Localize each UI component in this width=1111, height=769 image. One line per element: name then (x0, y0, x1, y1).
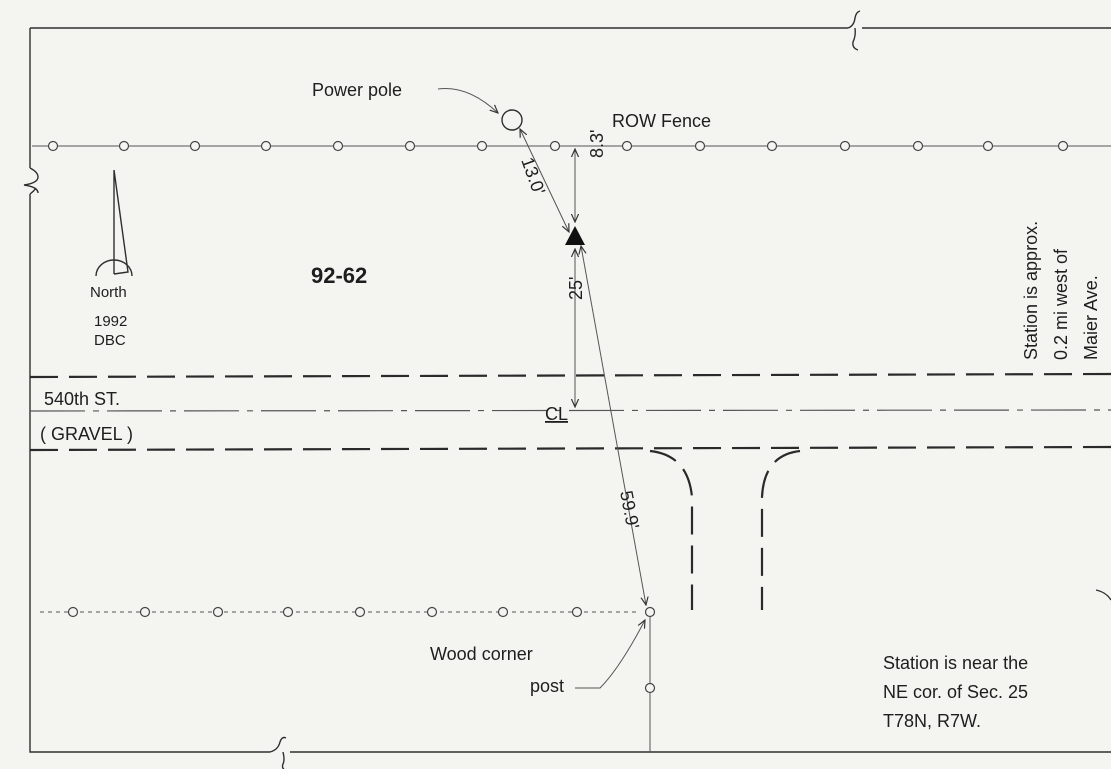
fence-post (282, 606, 294, 618)
fence-post (139, 606, 151, 618)
fence-post (1057, 140, 1069, 152)
measurement-lines (520, 129, 646, 605)
wood-corner-post (575, 620, 645, 689)
centerline-symbol: CL (545, 404, 568, 424)
wood-corner-post-label-2: post (530, 676, 564, 696)
fence-post (67, 606, 79, 618)
power-pole-label: Power pole (312, 80, 402, 100)
fence-post (47, 140, 59, 152)
north-label: North (90, 284, 127, 301)
fence-post (354, 606, 366, 618)
station-id: 92-62 (311, 263, 367, 288)
sketch-author: DBC (94, 332, 126, 349)
location-note: Station is approx. 0.2 mi west of Maier … (1021, 221, 1101, 360)
fence-post (571, 606, 583, 618)
fence-post (912, 140, 924, 152)
fence-post (260, 140, 272, 152)
dimension-station-to-corner-post: 59.9' (616, 489, 643, 531)
fence-post (118, 140, 130, 152)
section-note-line-1: Station is near the (883, 653, 1028, 673)
fence-post (426, 606, 438, 618)
street-surface: ( GRAVEL ) (40, 424, 133, 444)
row-fence-south (40, 606, 656, 752)
power-pole: Power pole (312, 80, 523, 131)
section-note-line-2: NE cor. of Sec. 25 (883, 682, 1028, 702)
fence-post (644, 606, 656, 618)
fence-post (404, 140, 416, 152)
fence-post (766, 140, 778, 152)
station-marker (565, 226, 585, 245)
fence-post (189, 140, 201, 152)
fence-post (621, 140, 633, 152)
fence-post (497, 606, 509, 618)
fence-post (644, 682, 656, 694)
driveway (649, 449, 801, 610)
section-note-line-3: T78N, R7W. (883, 711, 981, 731)
sketch-year: 1992 (94, 313, 127, 330)
dimension-station-to-centerline: 25' (566, 277, 586, 300)
row-fence-label: ROW Fence (612, 111, 711, 131)
street-name: 540th ST. (44, 389, 120, 409)
map-frame (23, 10, 1111, 769)
wood-corner-post-label-1: Wood corner (430, 644, 533, 664)
location-note-line-3: Maier Ave. (1081, 275, 1101, 360)
fence-post (694, 140, 706, 152)
location-note-line-2: 0.2 mi west of (1051, 248, 1071, 360)
fence-post (476, 140, 488, 152)
section-note: Station is near the NE cor. of Sec. 25 T… (883, 653, 1028, 731)
fence-post (549, 140, 561, 152)
dimension-pole-to-station: 13.0' (517, 155, 549, 198)
location-note-line-1: Station is approx. (1021, 221, 1041, 360)
dimension-fence-to-station: 8.3' (587, 130, 607, 158)
fence-post (212, 606, 224, 618)
fence-post (839, 140, 851, 152)
fence-post (982, 140, 994, 152)
road-540th-st (29, 372, 1111, 452)
row-fence-north (32, 140, 1111, 152)
north-arrow: North 1992 DBC (90, 169, 133, 349)
fence-post (332, 140, 344, 152)
